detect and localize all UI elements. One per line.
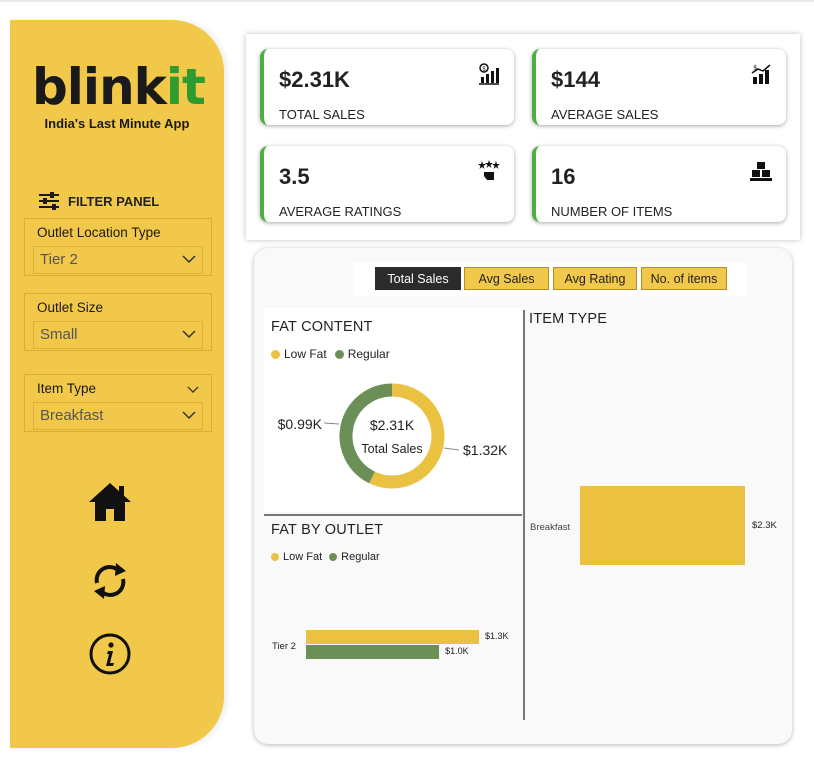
filter-outlet-location: Outlet Location Type Tier 2 [24, 218, 212, 276]
legend-dot-regular [329, 553, 338, 561]
kpi-number-of-items: 16 NUMBER OF ITEMS [532, 146, 786, 222]
outlet-category-label: Tier 2 [272, 641, 296, 652]
filter-label: Outlet Location Type [37, 225, 161, 240]
chevron-down-icon [182, 411, 196, 420]
fat-content-legend: Low Fat Regular [271, 347, 390, 361]
legend-dot-low-fat [271, 553, 279, 561]
sales-chart-icon: $ [479, 63, 499, 85]
dropdown-value: Breakfast [40, 407, 104, 424]
legend-label: Low Fat [283, 551, 323, 563]
info-icon[interactable] [88, 632, 132, 676]
bar-low-fat [306, 630, 479, 644]
kpi-label: AVERAGE SALES [551, 107, 659, 122]
legend-dot-low-fat [271, 349, 280, 359]
logo-main-text: blink [32, 58, 167, 116]
metric-tabs: Total Sales Avg Sales Avg Rating No. of … [353, 262, 747, 296]
donut-label-regular: $0.99K [278, 416, 323, 432]
sliders-icon [39, 192, 59, 210]
tagline: India's Last Minute App [44, 116, 190, 131]
item-type-dropdown[interactable]: Breakfast [33, 402, 203, 430]
section-divider-vertical [523, 310, 525, 720]
fat-content-title: FAT CONTENT [271, 319, 373, 335]
tab-no-of-items[interactable]: No. of items [641, 267, 727, 290]
fat-by-outlet-legend: Low Fat Regular [271, 551, 380, 563]
filter-label: Item Type [37, 381, 97, 396]
kpi-label: AVERAGE RATINGS [279, 204, 402, 219]
blinkit-logo: blinkit [32, 58, 206, 116]
bar-regular-label: $1.0K [445, 646, 469, 656]
filter-outlet-size: Outlet Size Small [24, 293, 212, 351]
svg-text:$: $ [482, 66, 486, 73]
tab-avg-rating[interactable]: Avg Rating [553, 267, 637, 290]
donut-label-low-fat: $1.32K [463, 442, 508, 458]
bar-regular [306, 645, 440, 659]
kpi-panel: $2.31K TOTAL SALES $ $144 AVERAGE SALES … [246, 34, 800, 240]
chevron-down-icon[interactable] [187, 385, 199, 394]
section-divider-horizontal [264, 514, 522, 516]
logo-accent-text: it [165, 58, 206, 116]
bar-low-fat-label: $1.3K [485, 631, 509, 641]
top-border [0, 0, 814, 2]
kpi-label: TOTAL SALES [279, 107, 365, 122]
tab-avg-sales[interactable]: Avg Sales [464, 267, 549, 290]
item-category-label: Breakfast [530, 522, 570, 533]
chevron-down-icon [182, 330, 196, 339]
filter-panel-title: FILTER PANEL [38, 192, 159, 210]
svg-text:$: $ [753, 64, 757, 72]
boxes-icon [750, 162, 772, 181]
growth-icon: $ [751, 64, 771, 84]
dropdown-value: Small [40, 326, 78, 343]
filter-panel-label: FILTER PANEL [68, 193, 160, 209]
kpi-value: 3.5 [279, 164, 310, 189]
kpi-value: 16 [551, 164, 576, 189]
donut-center-label: Total Sales [361, 442, 422, 456]
kpi-average-ratings: 3.5 AVERAGE RATINGS [260, 146, 514, 222]
outlet-size-dropdown[interactable]: Small [33, 321, 203, 349]
donut-slice-low-fat [369, 383, 445, 489]
donut-slice-regular [339, 383, 393, 484]
outlet-location-dropdown[interactable]: Tier 2 [33, 246, 203, 274]
kpi-value: $2.31K [279, 67, 350, 92]
bar-breakfast [580, 486, 745, 565]
filter-item-type: Item Type Breakfast [24, 374, 212, 432]
tab-total-sales[interactable]: Total Sales [375, 267, 461, 290]
rating-icon [478, 160, 500, 180]
kpi-value: $144 [551, 67, 600, 92]
dropdown-value: Tier 2 [40, 251, 78, 268]
legend-label: Regular [347, 347, 390, 361]
kpi-total-sales: $2.31K TOTAL SALES $ [260, 49, 514, 125]
legend-dot-regular [334, 349, 344, 359]
donut-leader-regular [323, 422, 340, 425]
donut-center-value: $2.31K [370, 417, 415, 433]
sidebar: blinkit India's Last Minute App FILTER P… [10, 20, 224, 748]
filter-label: Outlet Size [37, 300, 104, 315]
chevron-down-icon [182, 255, 196, 264]
legend-label: Low Fat [284, 347, 327, 361]
bar-breakfast-label: $2.3K [752, 520, 777, 531]
home-icon[interactable] [88, 480, 132, 524]
charts-panel: Total Sales Avg Sales Avg Rating No. of … [254, 248, 792, 744]
fat-by-outlet-title: FAT BY OUTLET [271, 522, 384, 538]
charts-canvas: $2.31K Total Sales $1.32K $0.99K Tier 2 $1.3K… [272, 383, 777, 659]
kpi-label: NUMBER OF ITEMS [551, 204, 673, 219]
legend-label: Regular [341, 551, 380, 563]
refresh-icon[interactable] [88, 559, 132, 603]
item-type-title: ITEM TYPE [529, 311, 608, 327]
kpi-average-sales: $144 AVERAGE SALES $ [532, 49, 786, 125]
donut-leader-low-fat [443, 447, 460, 451]
